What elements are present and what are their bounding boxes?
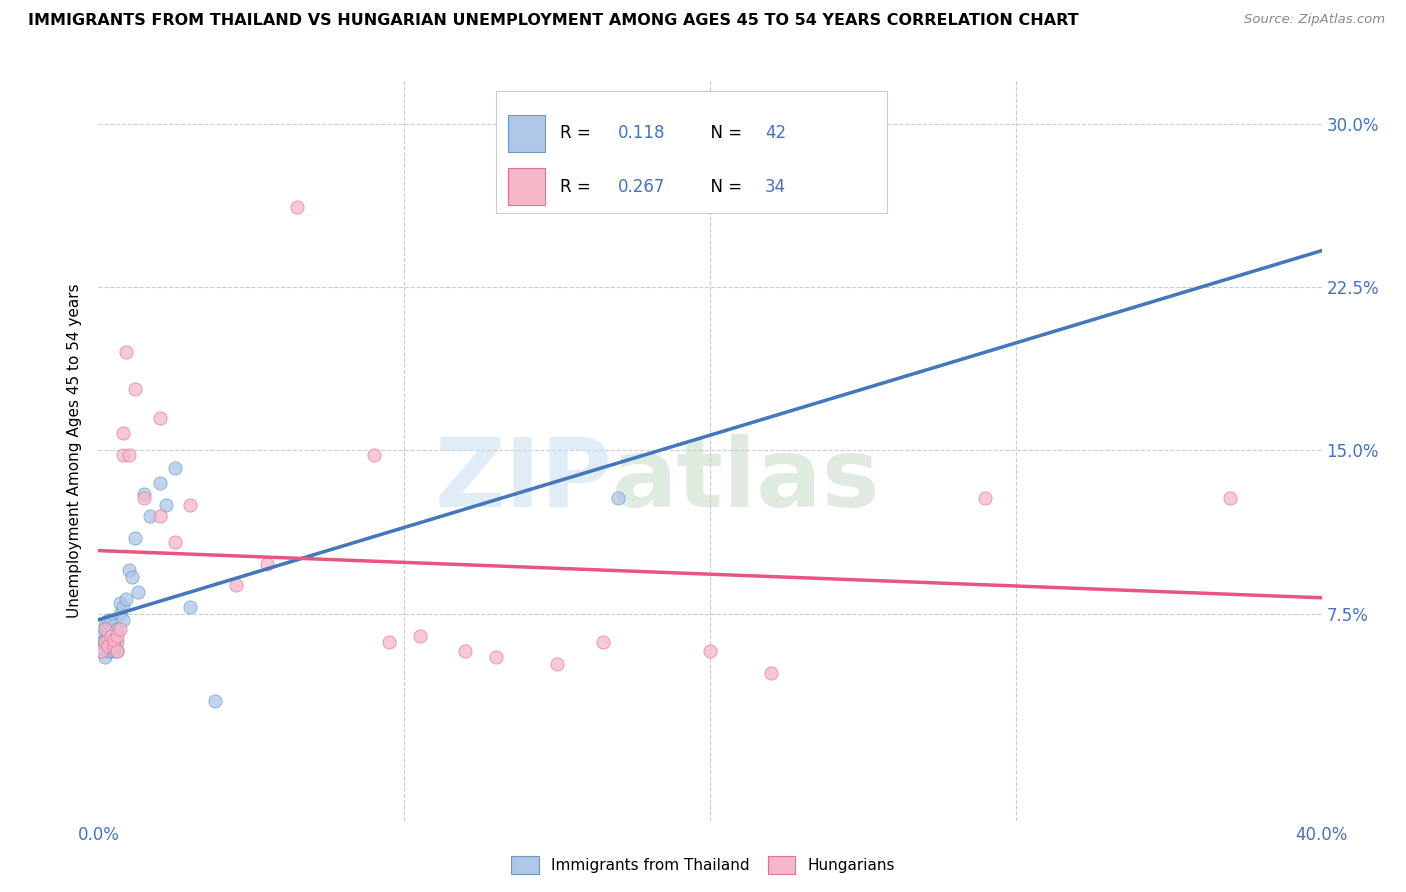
Point xyxy=(378,635,401,649)
Point xyxy=(100,622,122,636)
Point xyxy=(97,613,120,627)
Text: 42: 42 xyxy=(765,125,786,143)
Point xyxy=(149,476,172,491)
Point xyxy=(149,410,172,425)
Point xyxy=(115,345,138,359)
Y-axis label: Unemployment Among Ages 45 to 54 years: Unemployment Among Ages 45 to 54 years xyxy=(67,283,83,618)
Text: N =: N = xyxy=(700,125,748,143)
Point xyxy=(100,644,122,658)
FancyBboxPatch shape xyxy=(496,91,887,213)
Point xyxy=(103,632,125,647)
Point xyxy=(97,635,120,649)
Text: 0.118: 0.118 xyxy=(619,125,666,143)
Point xyxy=(103,629,125,643)
Point xyxy=(100,629,122,643)
Point xyxy=(363,448,385,462)
Point xyxy=(256,557,278,571)
Point xyxy=(103,644,125,658)
Text: ZIP: ZIP xyxy=(434,434,612,526)
Point xyxy=(103,617,125,632)
Point xyxy=(103,640,125,654)
Point xyxy=(118,448,141,462)
Point xyxy=(699,644,721,658)
Text: N =: N = xyxy=(700,178,748,195)
Point xyxy=(163,535,186,549)
Point xyxy=(155,498,177,512)
Point xyxy=(105,635,128,649)
Point xyxy=(105,644,128,658)
Text: IMMIGRANTS FROM THAILAND VS HUNGARIAN UNEMPLOYMENT AMONG AGES 45 TO 54 YEARS COR: IMMIGRANTS FROM THAILAND VS HUNGARIAN UN… xyxy=(28,13,1078,29)
Point xyxy=(179,600,201,615)
Point xyxy=(111,600,134,615)
Point xyxy=(149,508,172,523)
Text: atlas: atlas xyxy=(612,434,880,526)
Point xyxy=(93,622,115,636)
Point xyxy=(90,644,112,658)
Point xyxy=(97,644,120,658)
Point xyxy=(108,622,131,636)
Point xyxy=(111,425,134,440)
Point xyxy=(592,635,614,649)
Point xyxy=(97,622,120,636)
Point xyxy=(103,640,125,654)
Point xyxy=(97,640,120,654)
Point xyxy=(974,491,997,506)
Point xyxy=(100,632,122,647)
Point xyxy=(179,498,201,512)
Text: 34: 34 xyxy=(765,178,786,195)
Point xyxy=(139,508,162,523)
Point xyxy=(454,644,477,658)
Point xyxy=(163,461,186,475)
Point xyxy=(100,613,122,627)
Point xyxy=(108,607,131,621)
Point xyxy=(111,613,134,627)
Point xyxy=(485,650,508,665)
Point xyxy=(97,629,120,643)
Point xyxy=(105,622,128,636)
Text: R =: R = xyxy=(560,178,596,195)
Point xyxy=(124,531,146,545)
Point xyxy=(93,622,115,636)
Point xyxy=(134,491,156,506)
Point xyxy=(121,570,143,584)
Point xyxy=(118,563,141,577)
Text: Source: ZipAtlas.com: Source: ZipAtlas.com xyxy=(1244,13,1385,27)
Point xyxy=(408,629,430,643)
FancyBboxPatch shape xyxy=(508,115,546,153)
Point xyxy=(108,596,131,610)
Text: R =: R = xyxy=(560,125,596,143)
Point xyxy=(93,650,115,665)
Point xyxy=(93,635,115,649)
Point xyxy=(111,448,134,462)
Point xyxy=(105,644,128,658)
Point xyxy=(127,585,149,599)
Point xyxy=(124,383,146,397)
Point xyxy=(225,578,247,592)
Point xyxy=(93,632,115,647)
Legend: Immigrants from Thailand, Hungarians: Immigrants from Thailand, Hungarians xyxy=(505,850,901,880)
Point xyxy=(759,665,782,680)
Point xyxy=(115,591,138,606)
FancyBboxPatch shape xyxy=(508,168,546,205)
Text: 0.267: 0.267 xyxy=(619,178,665,195)
Point xyxy=(285,200,308,214)
Point xyxy=(93,640,115,654)
Point xyxy=(97,640,120,654)
Point xyxy=(90,644,112,658)
Point xyxy=(607,491,630,506)
Point xyxy=(90,629,112,643)
Point xyxy=(546,657,568,671)
Point xyxy=(93,617,115,632)
Point xyxy=(204,694,226,708)
Point xyxy=(90,635,112,649)
Point xyxy=(1219,491,1241,506)
Point xyxy=(134,487,156,501)
Point xyxy=(105,629,128,643)
